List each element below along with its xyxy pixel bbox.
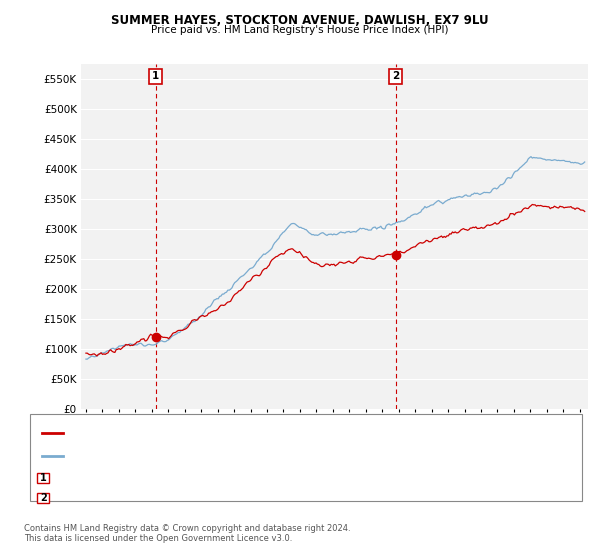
Text: SUMMER HAYES, STOCKTON AVENUE, DAWLISH, EX7 9LU: SUMMER HAYES, STOCKTON AVENUE, DAWLISH, …	[111, 14, 489, 27]
Text: SUMMER HAYES, STOCKTON AVENUE, DAWLISH, EX7 9LU (detached house): SUMMER HAYES, STOCKTON AVENUE, DAWLISH, …	[67, 429, 422, 438]
Text: 14% ↑ HPI: 14% ↑ HPI	[390, 473, 442, 483]
Text: 2: 2	[40, 493, 47, 503]
Text: 14% ↓ HPI: 14% ↓ HPI	[390, 493, 442, 503]
Text: 2: 2	[392, 72, 400, 81]
Text: £257,500: £257,500	[252, 493, 299, 503]
Text: HPI: Average price, detached house, Teignbridge: HPI: Average price, detached house, Teig…	[67, 451, 298, 460]
Text: £120,000: £120,000	[252, 473, 298, 483]
Text: 1: 1	[40, 473, 47, 483]
Text: Price paid vs. HM Land Registry's House Price Index (HPI): Price paid vs. HM Land Registry's House …	[151, 25, 449, 35]
Text: 31-MAR-1999: 31-MAR-1999	[75, 473, 140, 483]
Text: 28-OCT-2013: 28-OCT-2013	[75, 493, 139, 503]
Text: Contains HM Land Registry data © Crown copyright and database right 2024.
This d: Contains HM Land Registry data © Crown c…	[24, 524, 350, 543]
Text: 1: 1	[152, 72, 160, 81]
